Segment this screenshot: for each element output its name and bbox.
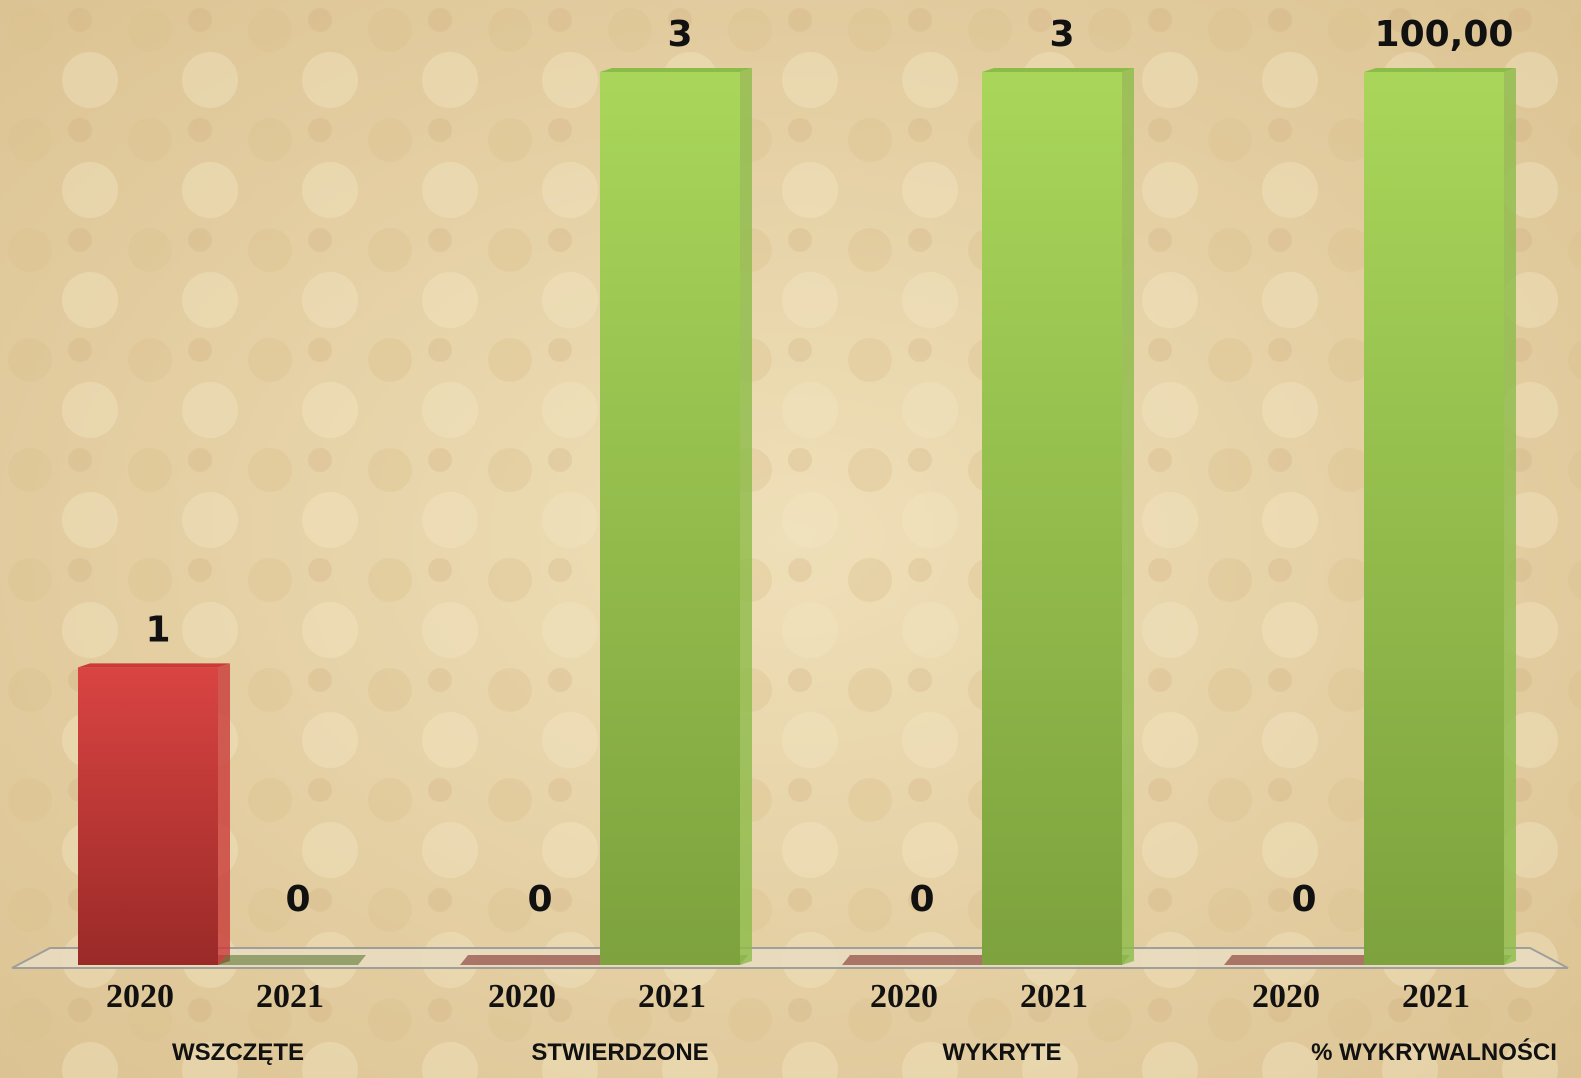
bar-base	[842, 955, 990, 965]
value-label: 0	[909, 879, 934, 920]
bar-side	[1504, 68, 1516, 965]
series-label: 2021	[256, 978, 324, 1015]
x-tick-label: WSZCZĘTE	[172, 1039, 304, 1066]
value-label: 0	[527, 879, 552, 920]
bar-base	[460, 955, 608, 965]
bar	[600, 72, 740, 965]
value-label: 100,00	[1375, 14, 1514, 55]
value-label: 0	[1291, 879, 1316, 920]
bar-top	[1364, 68, 1516, 72]
bar	[1364, 72, 1504, 965]
series-label: 2020	[488, 978, 556, 1015]
bar-side	[1122, 68, 1134, 965]
series-label: 2021	[1402, 978, 1470, 1015]
value-label: 3	[667, 14, 692, 55]
series-label: 2021	[638, 978, 706, 1015]
series-label: 2021	[1020, 978, 1088, 1015]
value-label: 1	[145, 609, 170, 650]
bar-side	[740, 68, 752, 965]
bar-top	[78, 663, 230, 668]
bar	[982, 72, 1122, 965]
bar-base	[1224, 955, 1372, 965]
floor	[11, 947, 1569, 969]
bar-top	[600, 68, 752, 72]
series-label: 2020	[870, 978, 938, 1015]
bar-base	[218, 955, 366, 965]
bar	[78, 667, 218, 965]
x-tick-label: STWIERDZONE	[531, 1039, 708, 1066]
value-label: 0	[285, 879, 310, 920]
x-tick-label: % WYKRYWALNOŚCI	[1311, 1038, 1557, 1066]
value-label: 3	[1049, 14, 1074, 55]
bar-side	[218, 663, 230, 965]
bar-top	[982, 68, 1134, 72]
x-tick-label: WYKRYTE	[942, 1039, 1061, 1066]
series-label: 2020	[1252, 978, 1320, 1015]
series-label: 2020	[106, 978, 174, 1015]
